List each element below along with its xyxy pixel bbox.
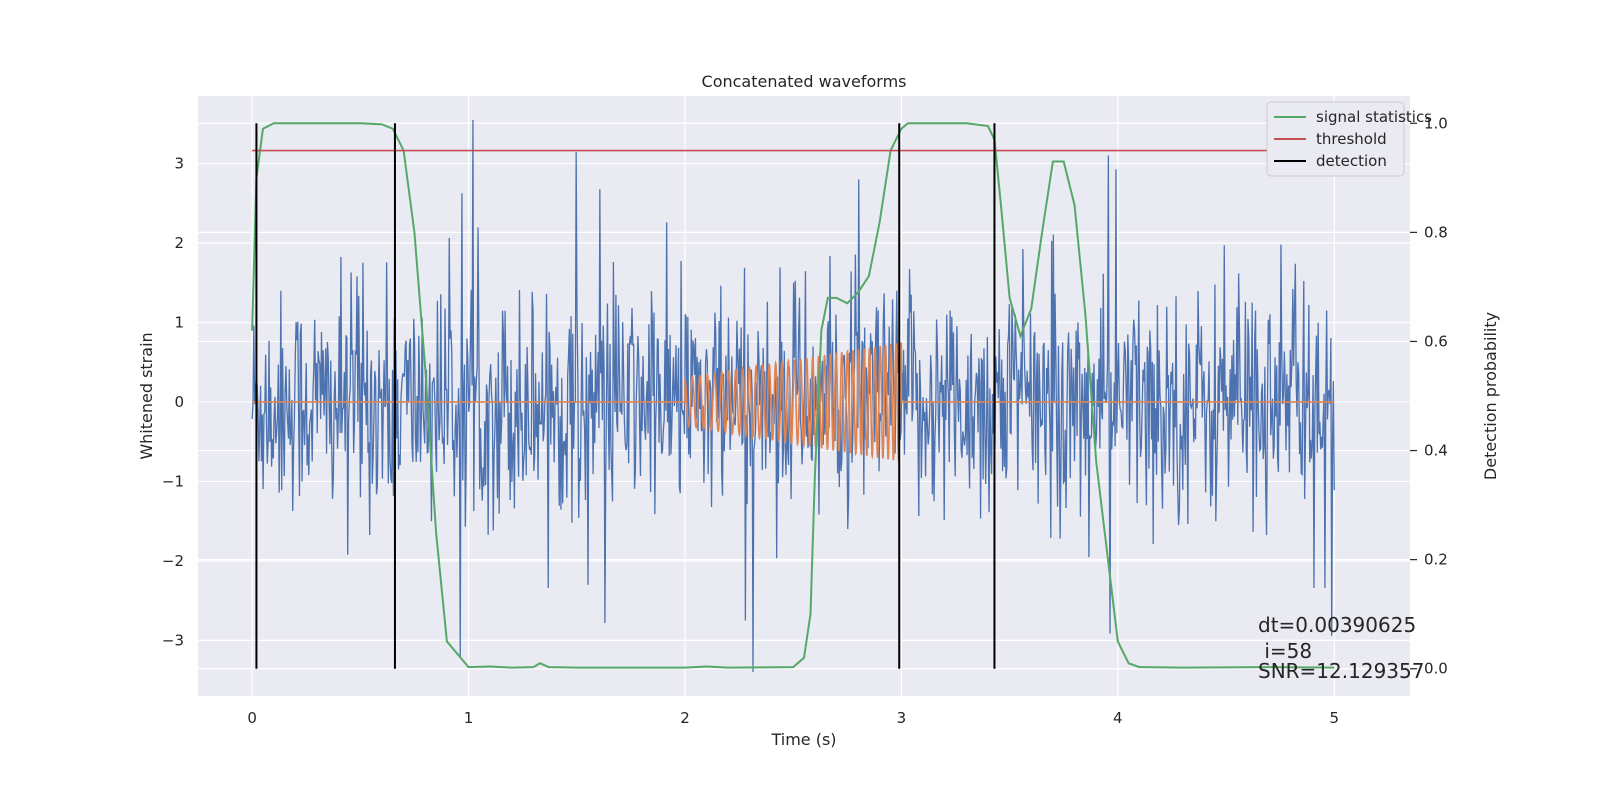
y-axis-right-label: Detection probability <box>1481 312 1500 480</box>
legend-label-threshold: threshold <box>1316 130 1387 148</box>
x-tick-label: 1 <box>464 709 474 727</box>
y-right-tick-label: 0.0 <box>1424 660 1448 678</box>
legend: signal statistics threshold detection <box>1266 101 1432 177</box>
x-tick-label: 5 <box>1329 709 1339 727</box>
y-axis-label: Whitened strain <box>137 332 156 459</box>
y-tick-label: 0 <box>174 393 184 411</box>
y-axis-left: −3 −2 −1 0 1 2 3 <box>162 155 184 650</box>
legend-label-detection: detection <box>1316 152 1387 170</box>
y-right-tick-label: 0.8 <box>1424 223 1448 241</box>
y-right-tick-label: 0.4 <box>1424 442 1448 460</box>
x-axis: 0 1 2 3 4 5 <box>247 709 1339 727</box>
annotation-i: i=58 <box>1258 639 1312 663</box>
x-tick-label: 2 <box>680 709 690 727</box>
chart-title: Concatenated waveforms <box>702 72 907 91</box>
y-right-tick-label: 1.0 <box>1424 114 1448 132</box>
signal-statistics-series <box>251 122 1335 669</box>
legend-label-signal-statistics: signal statistics <box>1316 108 1432 126</box>
y-tick-label: −2 <box>162 552 184 570</box>
y-tick-label: 3 <box>174 155 184 173</box>
y-tick-label: 2 <box>174 234 184 252</box>
x-tick-label: 0 <box>247 709 257 727</box>
x-axis-label: Time (s) <box>770 730 836 749</box>
annotation-snr: SNR=12.129357 <box>1258 659 1424 683</box>
y-tick-label: 1 <box>174 313 184 331</box>
series-layer <box>251 119 1356 673</box>
template-series <box>252 342 1335 463</box>
y-right-tick-label: 0.6 <box>1424 332 1448 350</box>
x-tick-label: 3 <box>897 709 907 727</box>
y-right-tick-label: 0.2 <box>1424 551 1448 569</box>
legend-box <box>1266 101 1405 177</box>
y-axis-right: 0.0 0.2 0.4 0.6 0.8 1.0 <box>1410 114 1448 678</box>
y-tick-label: −3 <box>162 631 184 649</box>
y-tick-label: −1 <box>162 472 184 490</box>
annotation-dt: dt=0.00390625 <box>1258 613 1416 637</box>
noise-series <box>251 119 1335 673</box>
x-tick-label: 4 <box>1113 709 1123 727</box>
